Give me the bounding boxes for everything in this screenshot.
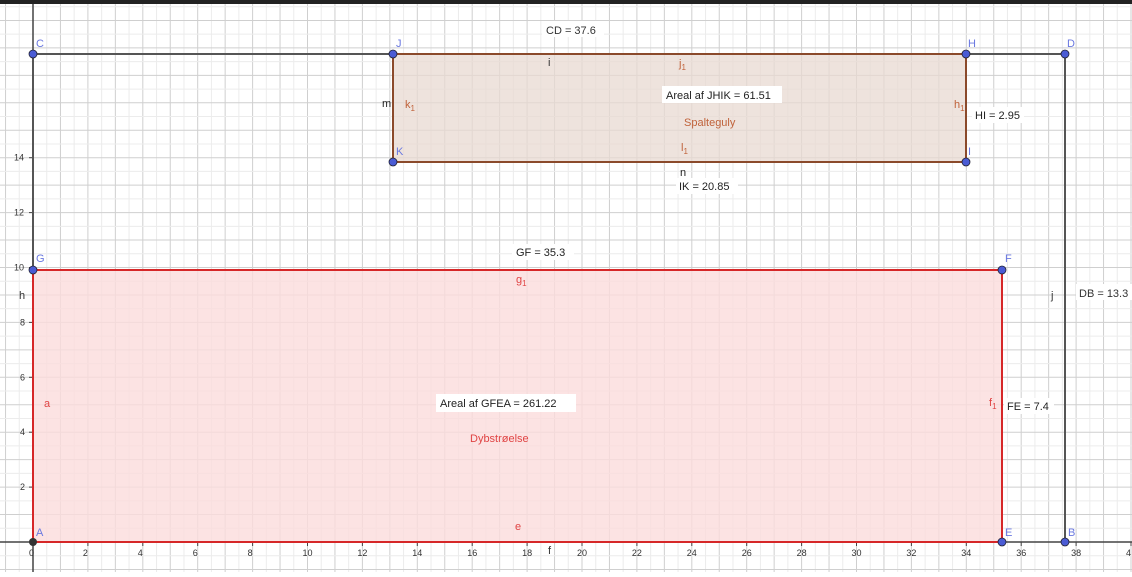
x-tick-label: 4 [1126, 548, 1131, 558]
label-f: F [1005, 253, 1012, 265]
hi-label-bg [972, 107, 1024, 123]
x-tick-label: 34 [961, 548, 971, 558]
outer-labels: CD = 37.6 DB = 13.3 i j h f [19, 21, 1132, 557]
x-tick-label: 32 [906, 548, 916, 558]
label-d: D [1067, 38, 1075, 50]
label-c: C [36, 38, 44, 50]
x-tick-label: 6 [193, 548, 198, 558]
x-tick-label: 30 [852, 548, 862, 558]
point-h[interactable] [961, 49, 971, 59]
segment-label-g1: g1 [516, 274, 527, 288]
gf-length-label: GF = 35.3 [516, 247, 565, 259]
y-tick-label: 4 [20, 427, 25, 437]
segment-label-k1: k1 [405, 99, 416, 113]
point-j[interactable] [388, 49, 398, 59]
label-i: I [968, 146, 971, 158]
top-border [0, 0, 1132, 4]
label-b: B [1068, 527, 1075, 539]
point-d[interactable] [1060, 49, 1070, 59]
fe-label-bg [1004, 398, 1054, 414]
x-tick-label: 28 [797, 548, 807, 558]
segment-label-j: j [1050, 290, 1053, 302]
db-label-bg [1076, 284, 1132, 300]
x-tick-label: 36 [1016, 548, 1026, 558]
x-tick-label: 16 [467, 548, 477, 558]
point-b[interactable] [1060, 537, 1070, 547]
polygon-jhik[interactable] [392, 53, 967, 163]
segment-label-h1: h1 [954, 99, 965, 113]
x-tick-label: 20 [577, 548, 587, 558]
segment-label-i: i [548, 57, 550, 69]
upper-rect-labels: Areal af JHIK = 61.51 Spalteguly HI = 2.… [382, 58, 1024, 194]
spaltegulv-label: Spalteguly [684, 117, 736, 129]
point-i[interactable] [961, 157, 971, 167]
area-gfea-label: Areal af GFEA = 261.22 [440, 398, 557, 410]
point-f[interactable] [997, 265, 1007, 275]
db-length-label: DB = 13.3 [1079, 288, 1128, 300]
area-jhik-label: Areal af JHIK = 61.51 [666, 90, 771, 102]
segment-label-e: e [515, 521, 521, 533]
x-tick-label: 22 [632, 548, 642, 558]
label-e: E [1005, 527, 1012, 539]
label-a: A [36, 527, 44, 539]
x-tick-label: 12 [357, 548, 367, 558]
label-h: H [968, 38, 976, 50]
segment-label-m: m [382, 98, 391, 110]
x-tick-label: 2 [83, 548, 88, 558]
x-tick-label: 26 [742, 548, 752, 558]
cd-length-label: CD = 37.6 [546, 25, 596, 37]
area-gfea-bg [436, 394, 576, 412]
area-jhik-bg [662, 86, 782, 103]
y-tick-label: 6 [20, 372, 25, 382]
y-tick-label: 12 [14, 208, 24, 218]
ik-label-bg [676, 178, 738, 194]
x-tick-label: 24 [687, 548, 697, 558]
segment-label-f1: f1 [989, 397, 997, 411]
segment-label-j1: j1 [678, 58, 686, 72]
segment-label-f: f [548, 545, 552, 557]
label-j: J [396, 38, 402, 50]
points[interactable] [28, 49, 1070, 547]
segment-label-l1: l1 [681, 142, 688, 156]
x-tick-label: 4 [138, 548, 143, 558]
point-g[interactable] [28, 265, 38, 275]
upper-rectangle-jhik[interactable] [392, 53, 967, 163]
label-k: K [396, 146, 404, 158]
x-tick-label: 8 [248, 548, 253, 558]
y-tick-label: 14 [14, 153, 24, 163]
cd-label-bg [542, 21, 604, 37]
x-tick-label: 38 [1071, 548, 1081, 558]
point-labels: C J H D K I G F A E B [36, 38, 1075, 539]
lower-rect-labels: GF = 35.3 Areal af GFEA = 261.22 Dybstrø… [44, 244, 1054, 533]
y-tick-label: 10 [14, 263, 24, 273]
hi-length-label: HI = 2.95 [975, 110, 1020, 122]
fe-length-label: FE = 7.4 [1007, 401, 1049, 413]
dybstroelse-label: Dybstrøelse [470, 433, 529, 445]
x-tick-label: 18 [522, 548, 532, 558]
y-tick-label: 2 [20, 482, 25, 492]
point-c[interactable] [28, 49, 38, 59]
ik-length-label: IK = 20.85 [679, 181, 729, 193]
x-tick-label: 0 [29, 548, 34, 558]
x-tick-label: 10 [303, 548, 313, 558]
segment-label-h: h [19, 290, 25, 302]
y-tick-label: 8 [20, 317, 25, 327]
label-g: G [36, 253, 45, 265]
segment-label-n: n [680, 167, 686, 179]
point-k[interactable] [388, 157, 398, 167]
x-tick-label: 14 [412, 548, 422, 558]
point-a[interactable] [29, 538, 37, 546]
point-e[interactable] [997, 537, 1007, 547]
gf-label-bg [512, 244, 574, 260]
segment-label-a: a [44, 398, 51, 410]
